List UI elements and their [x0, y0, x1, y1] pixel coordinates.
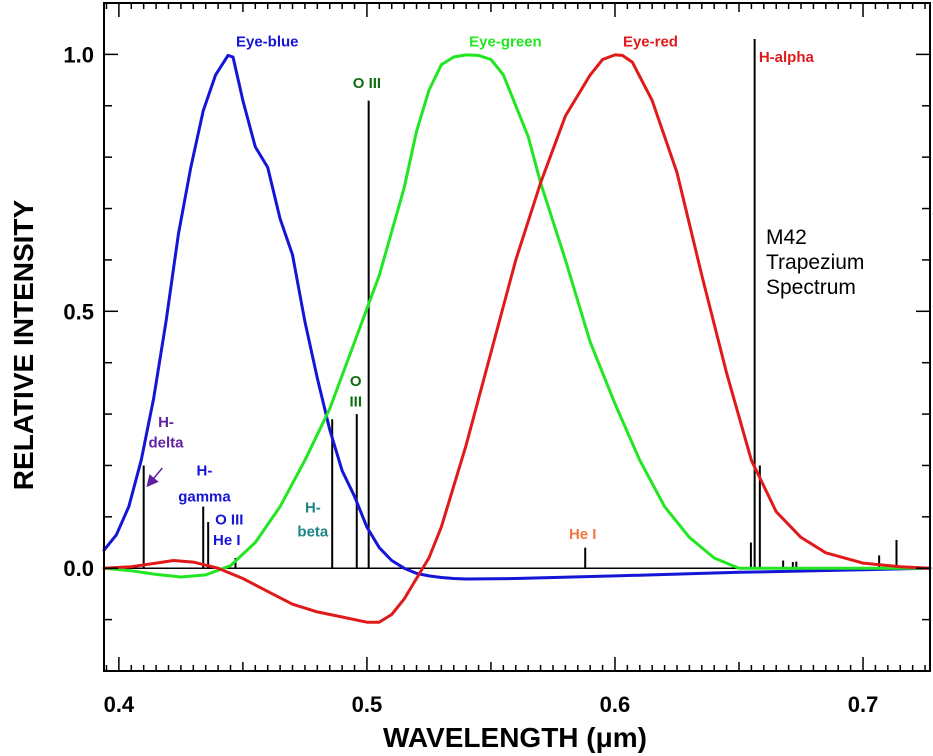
y-tick-label-2: 1.0 — [63, 42, 94, 67]
annotation-2: O — [350, 373, 362, 390]
eye-blue-curve — [102, 53, 932, 581]
eye-red-curve — [102, 53, 932, 624]
h-delta-arrow — [146, 467, 163, 488]
y-axis-title: RELATIVE INTENSITY — [8, 199, 39, 490]
annotation-1: O III — [353, 75, 381, 92]
inset-text-line-1: Trapezium — [766, 251, 864, 274]
annotation-10: H- — [305, 500, 321, 517]
x-tick-label-2: 0.6 — [600, 692, 631, 717]
annotation-9: He I — [213, 532, 241, 549]
annotation-4: H- — [158, 414, 174, 431]
annotation-3: III — [350, 393, 363, 410]
annotation-8: O III — [215, 512, 243, 529]
eye-red-label: Eye-red — [623, 33, 678, 50]
annotation-6: H- — [197, 463, 213, 480]
y-tick-label-1: 0.5 — [63, 299, 94, 324]
x-tick-label-0: 0.4 — [104, 692, 135, 717]
inset-text-line-2: Spectrum — [766, 276, 856, 299]
plot-frame — [103, 2, 931, 672]
x-tick-label-1: 0.5 — [352, 692, 383, 717]
x-tick-label-3: 0.7 — [848, 692, 879, 717]
annotation-11: beta — [297, 523, 329, 540]
inset-text-line-0: M42 — [766, 226, 807, 249]
y-tick-label-0: 0.0 — [63, 556, 94, 581]
eye-blue-label: Eye-blue — [236, 33, 299, 50]
x-axis-title: WAVELENGTH (μm) — [383, 722, 647, 753]
eye-green-curve — [102, 53, 932, 579]
annotation-12: He I — [569, 526, 597, 543]
eye-green-label: Eye-green — [469, 33, 542, 50]
annotation-7: gamma — [178, 488, 231, 505]
annotation-5: delta — [149, 434, 185, 451]
annotation-0: H-alpha — [759, 49, 815, 66]
